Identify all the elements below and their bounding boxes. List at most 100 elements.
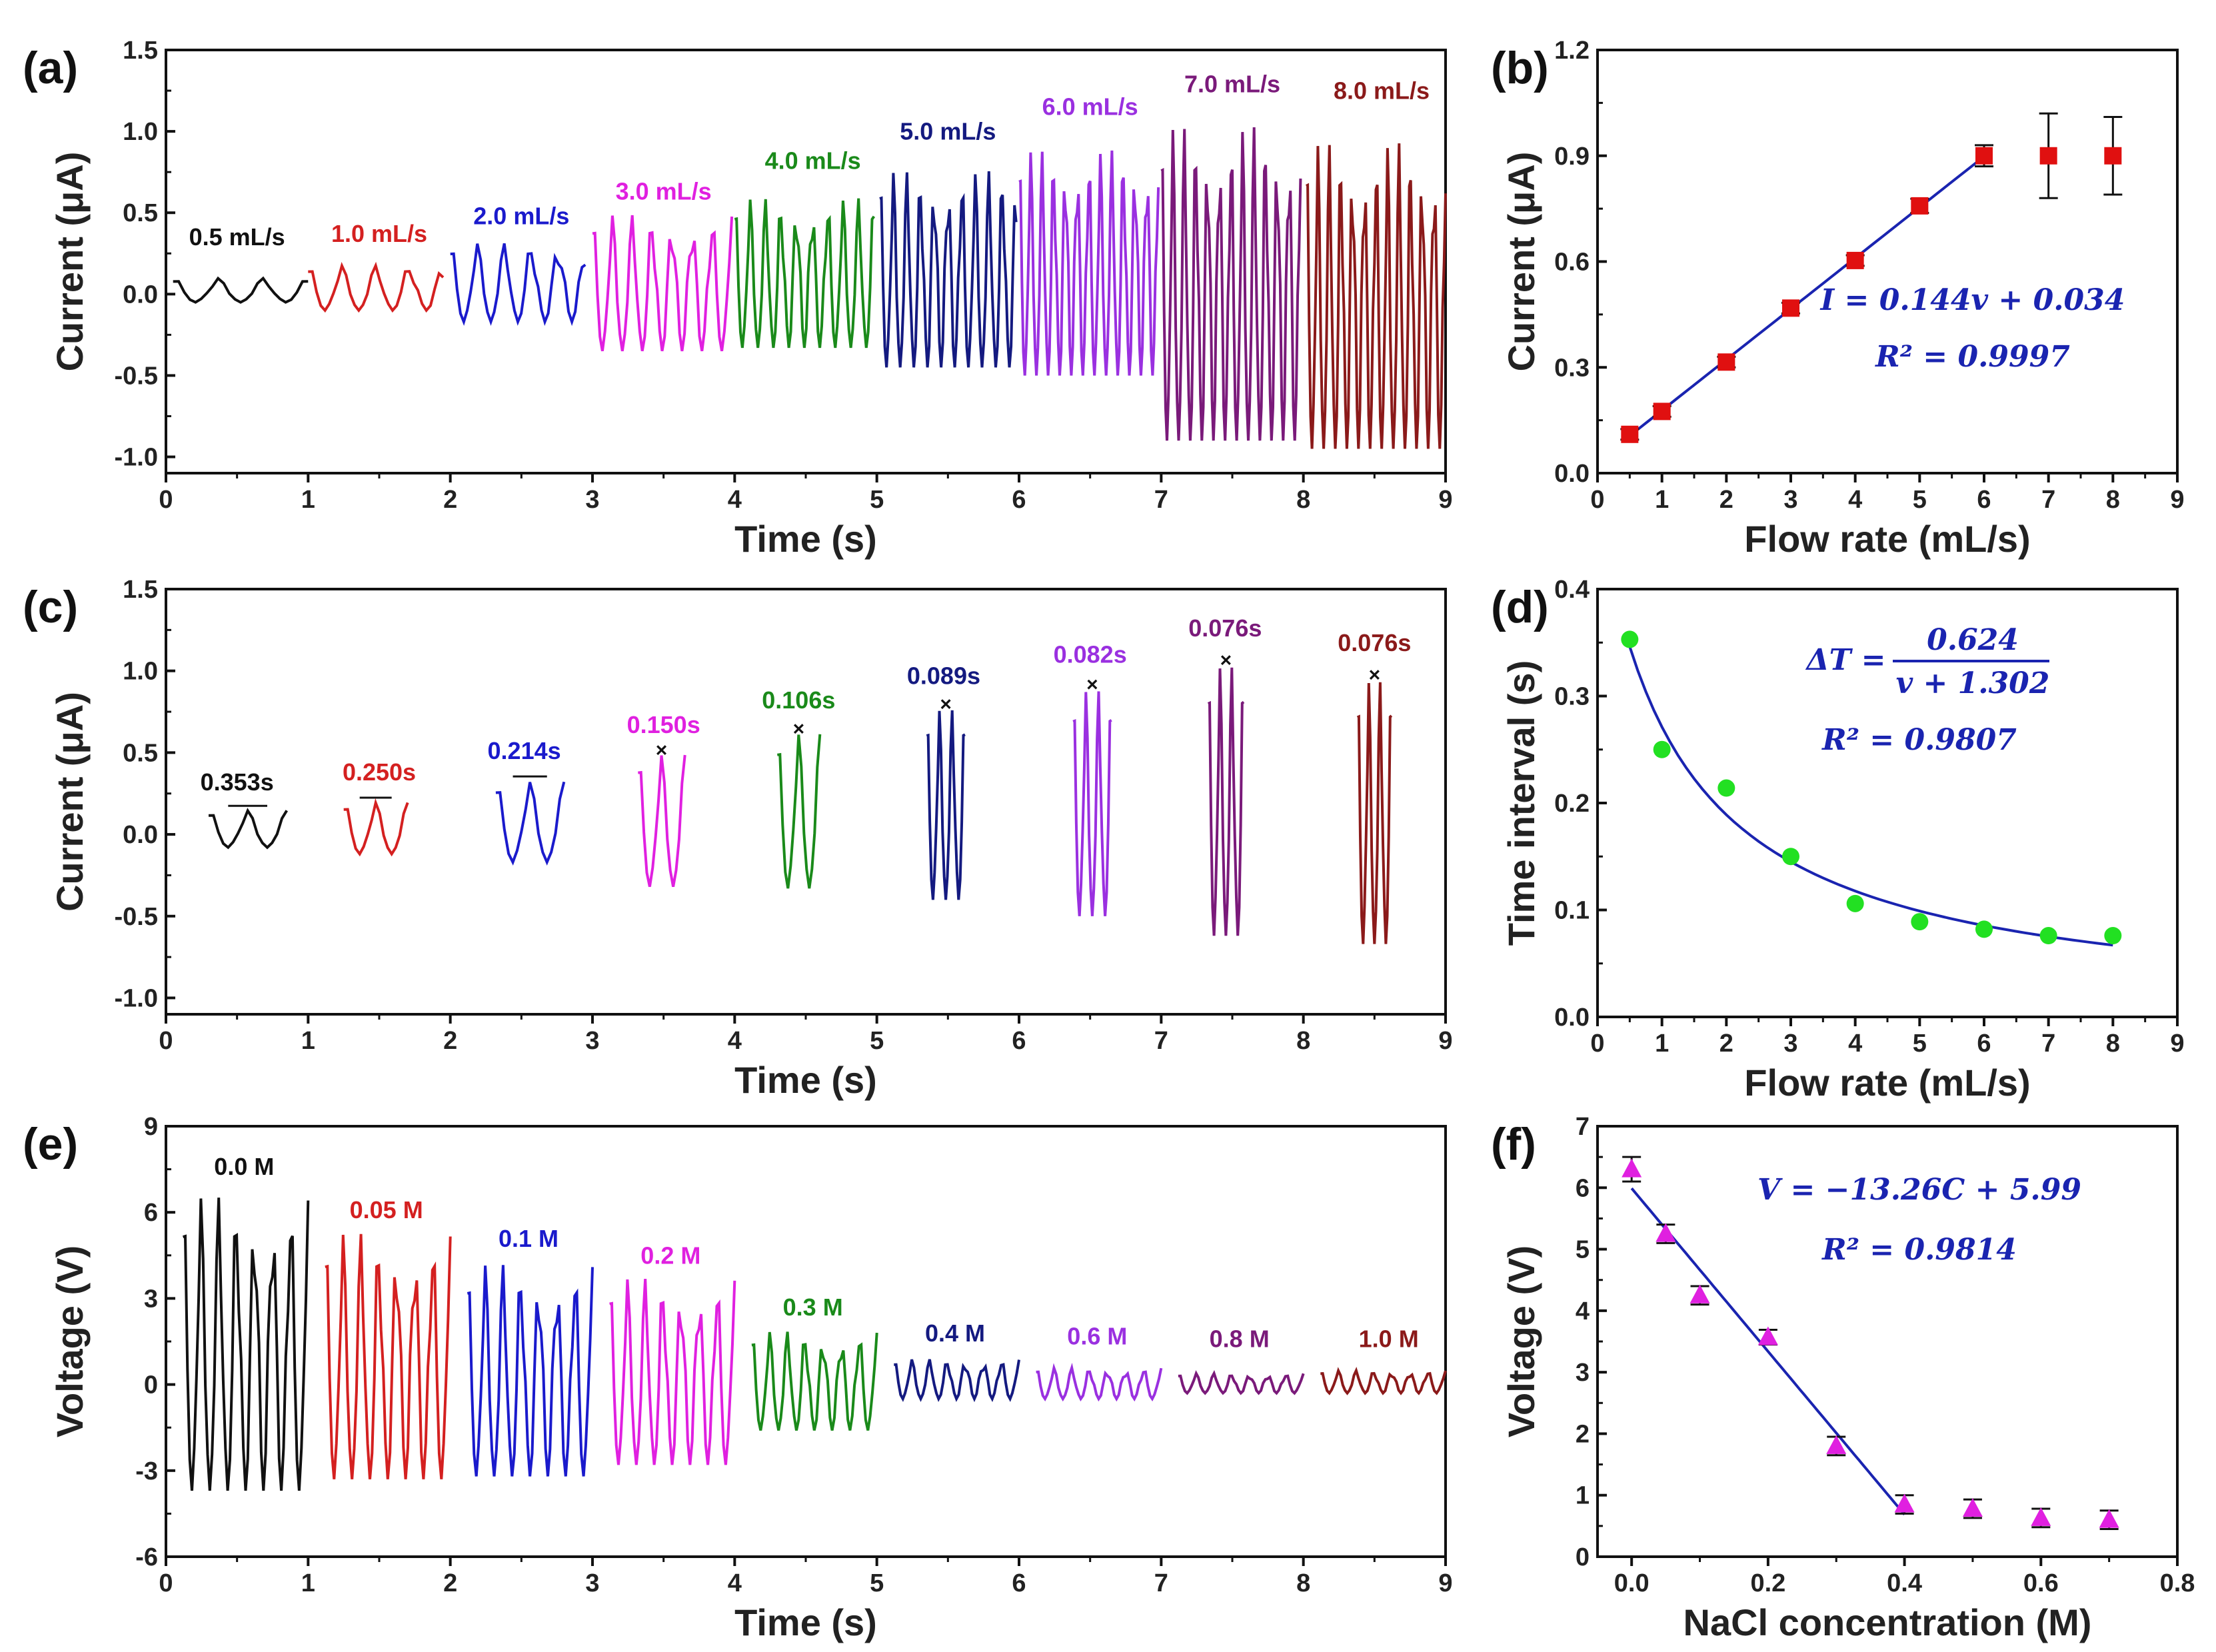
x-tick-label: 1 bbox=[1655, 486, 1669, 514]
x-tick-label: 5 bbox=[1913, 486, 1927, 514]
y-tick-label: 1.5 bbox=[123, 576, 158, 604]
waveform-2 bbox=[467, 1265, 594, 1477]
series-label: 6.0 mL/s bbox=[1042, 93, 1138, 121]
y-axis-title: Voltage (V) bbox=[1500, 1245, 1542, 1437]
data-point bbox=[1911, 913, 1929, 931]
panel-label: (e) bbox=[23, 1119, 78, 1170]
y-tick-label: 7 bbox=[1576, 1113, 1590, 1141]
x-tick-label: 1 bbox=[301, 1569, 315, 1597]
data-point bbox=[1689, 1284, 1710, 1303]
y-tick-label: 5 bbox=[1576, 1236, 1590, 1264]
series-label: 7.0 mL/s bbox=[1184, 71, 1280, 98]
y-tick-label: 0.9 bbox=[1554, 143, 1590, 171]
peak-marker: × bbox=[1086, 674, 1098, 696]
fit-numerator: 0.624 bbox=[1927, 623, 2019, 657]
x-tick-label: 8 bbox=[2106, 486, 2120, 514]
r-squared: R² = 0.9807 bbox=[1821, 723, 2017, 757]
data-point bbox=[1621, 630, 1639, 648]
y-tick-label: 0.3 bbox=[1554, 683, 1590, 711]
x-tick-label: 6 bbox=[1012, 1569, 1026, 1597]
x-tick-label: 2 bbox=[1719, 1030, 1733, 1058]
data-point bbox=[2104, 147, 2122, 165]
data-point bbox=[1962, 1498, 1983, 1517]
waveform-0 bbox=[182, 1198, 310, 1491]
x-tick-label: 3 bbox=[585, 1569, 599, 1597]
x-tick-label: 4 bbox=[728, 1027, 742, 1055]
x-tick-label: 7 bbox=[2041, 1030, 2055, 1058]
series-label: 1.0 M bbox=[1359, 1325, 1419, 1353]
y-tick-label: 0.5 bbox=[123, 199, 158, 227]
fit-line bbox=[1628, 646, 2113, 947]
data-point bbox=[1717, 779, 1735, 797]
panel-label: (b) bbox=[1491, 43, 1549, 93]
data-point bbox=[2104, 927, 2122, 945]
y-axis-title: Current (μA) bbox=[49, 152, 91, 372]
x-tick-label: 0.8 bbox=[2160, 1569, 2195, 1597]
series-label: 0.3 M bbox=[783, 1293, 843, 1321]
waveform-5 bbox=[879, 171, 1018, 368]
data-point bbox=[1621, 425, 1639, 443]
series-label: 1.0 mL/s bbox=[331, 220, 427, 247]
panel-label: (c) bbox=[23, 582, 78, 632]
x-axis-title: Time (s) bbox=[734, 518, 877, 560]
x-tick-label: 5 bbox=[870, 1027, 884, 1055]
data-point bbox=[2039, 927, 2057, 945]
y-tick-label: 0.3 bbox=[1554, 354, 1590, 382]
fit-equation-lhs: ΔT = bbox=[1805, 643, 1885, 677]
x-tick-label: 1 bbox=[301, 1027, 315, 1055]
data-point bbox=[1653, 403, 1671, 420]
x-tick-label: 5 bbox=[870, 486, 884, 514]
x-tick-label: 0 bbox=[159, 1569, 173, 1597]
series-label: 0.05 M bbox=[350, 1196, 423, 1224]
x-tick-label: 9 bbox=[1438, 486, 1452, 514]
x-axis-title: Flow rate (mL/s) bbox=[1744, 518, 2030, 560]
waveform-4 bbox=[751, 1331, 878, 1431]
y-tick-label: 3 bbox=[144, 1285, 158, 1313]
y-tick-label: 3 bbox=[1576, 1359, 1590, 1387]
x-tick-label: 3 bbox=[1783, 486, 1797, 514]
waveform-8 bbox=[1320, 1367, 1447, 1395]
panel-label: (a) bbox=[23, 43, 78, 93]
panel-f: (f) 0.0 0.2 0.4 0.6 0.8 0 1 2 3 4 5 6 7 NaCl concentra… bbox=[1491, 1113, 2195, 1643]
fit-equation: I = 0.144v + 0.034 bbox=[1819, 283, 2125, 317]
x-tick-label: 7 bbox=[1154, 1027, 1168, 1055]
y-tick-label: 6 bbox=[144, 1199, 158, 1227]
y-tick-label: 0 bbox=[1576, 1543, 1590, 1571]
y-tick-label: 6 bbox=[1576, 1174, 1590, 1202]
panel-b: (b) 0 1 2 3 4 5 6 7 8 9 0.0 0.3 0.6 0.9 1.2 Flow rate (m… bbox=[1491, 37, 2185, 560]
x-tick-label: 9 bbox=[2170, 1030, 2184, 1058]
data-point bbox=[1717, 353, 1735, 371]
x-tick-label: 8 bbox=[1296, 486, 1310, 514]
fit-line bbox=[1630, 1187, 1906, 1515]
y-tick-label: 0.1 bbox=[1554, 897, 1590, 925]
x-tick-label: 8 bbox=[1296, 1027, 1310, 1055]
y-tick-label: 4 bbox=[1576, 1297, 1590, 1325]
x-tick-label: 4 bbox=[728, 1569, 742, 1597]
waveform-0 bbox=[173, 276, 309, 304]
x-tick-label: 0.2 bbox=[1750, 1569, 1785, 1597]
panel-e: (e) 0 1 2 3 4 5 6 7 8 9 -6 -3 0 3 6 9 Time (s) Voltage (V)… bbox=[23, 1113, 1453, 1643]
x-tick-label: 0 bbox=[159, 486, 173, 514]
waveform-6 bbox=[1018, 150, 1160, 376]
x-tick-label: 2 bbox=[443, 1569, 457, 1597]
waveform-4 bbox=[734, 198, 876, 349]
x-tick-label: 7 bbox=[2041, 486, 2055, 514]
y-tick-label: 0.6 bbox=[1554, 249, 1590, 277]
series-label: 3.0 mL/s bbox=[616, 178, 712, 205]
x-axis-title: NaCl concentration (M) bbox=[1683, 1601, 2092, 1643]
r-squared: R² = 0.9814 bbox=[1821, 1233, 2017, 1267]
x-tick-label: 0 bbox=[1590, 486, 1604, 514]
r-squared: R² = 0.9997 bbox=[1874, 340, 2070, 374]
waveform-8 bbox=[1356, 682, 1393, 944]
y-tick-label: 0.0 bbox=[123, 821, 158, 849]
data-point bbox=[1653, 740, 1671, 758]
series-label: 0.6 M bbox=[1067, 1322, 1127, 1349]
x-tick-label: 4 bbox=[728, 486, 742, 514]
series-label: 0.076s bbox=[1338, 629, 1411, 656]
plot-frame bbox=[165, 49, 1447, 474]
x-tick-label: 3 bbox=[585, 1027, 599, 1055]
data-point bbox=[2031, 1507, 2051, 1526]
data-point bbox=[1656, 1223, 1676, 1242]
plot-frame bbox=[165, 588, 1447, 1016]
data-point bbox=[2099, 1509, 2119, 1528]
